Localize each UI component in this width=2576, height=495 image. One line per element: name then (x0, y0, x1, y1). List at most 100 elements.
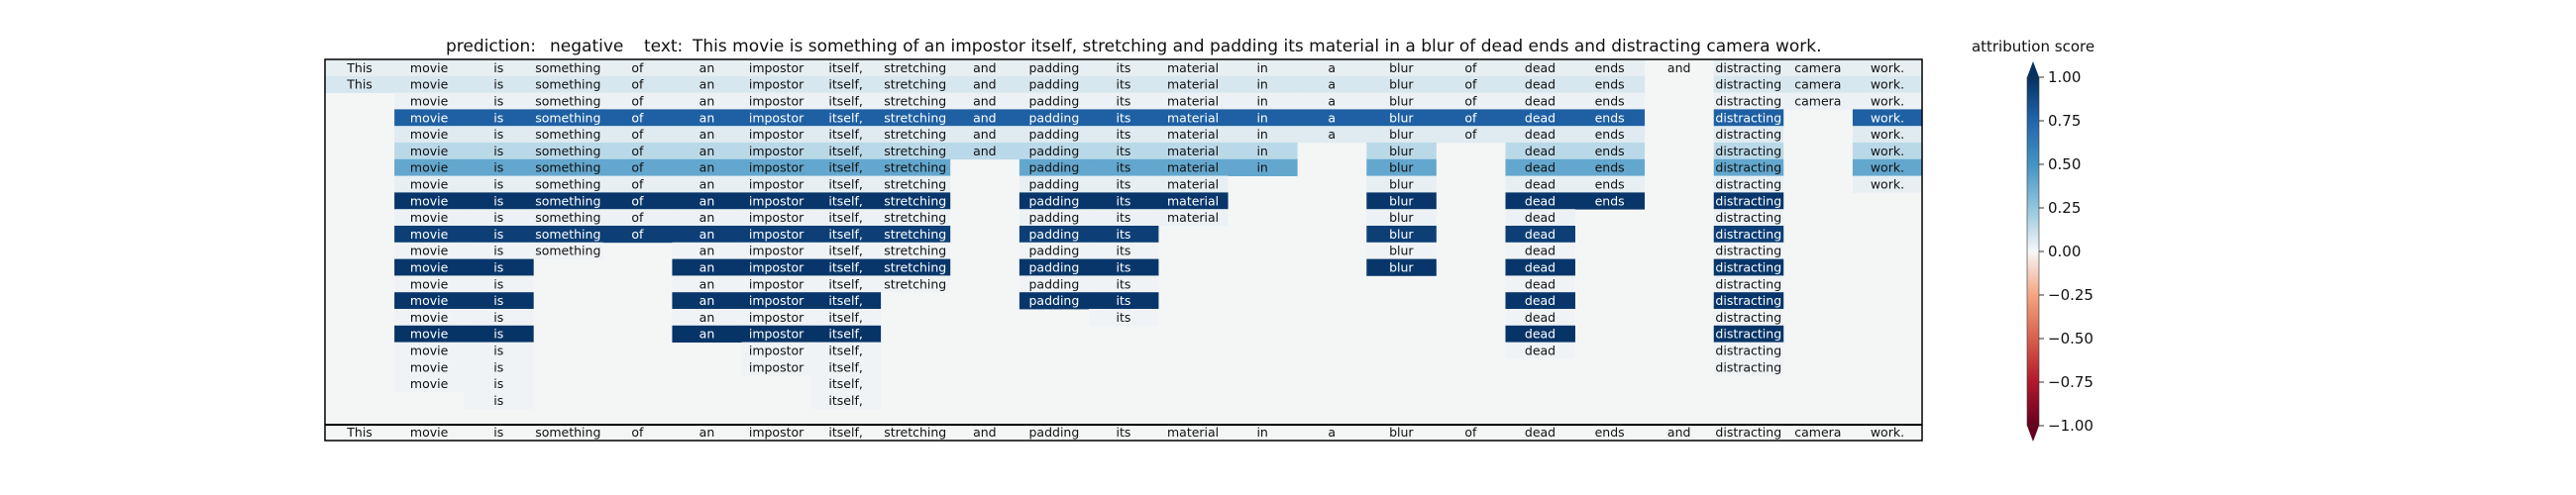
heatmap-cell (1505, 126, 1575, 144)
heatmap-cell-label: distracting (1715, 60, 1781, 75)
colorbar-tick-label: −1.00 (2048, 417, 2093, 435)
heatmap-cell-label: dead (1525, 144, 1556, 158)
heatmap-cell (880, 175, 951, 193)
heatmap-cell (880, 158, 951, 176)
heatmap-cell (1713, 209, 1784, 227)
heatmap-cell (1505, 75, 1575, 93)
heatmap-cell-label: stretching (884, 160, 946, 175)
heatmap-cell (394, 59, 465, 77)
heatmap-cell (1852, 143, 1923, 160)
heatmap-cell (1088, 92, 1159, 110)
heatmap-cell-label: something (535, 227, 600, 242)
heatmap-cell (1228, 75, 1298, 93)
heatmap-cell (1088, 258, 1159, 276)
heatmap-cell-label: is (493, 260, 503, 275)
colorbar-tick-label: 0.25 (2048, 199, 2081, 217)
heatmap-cell-label: impostor (749, 210, 805, 225)
colorbar-tick-label: 0.00 (2048, 243, 2081, 260)
heatmap-cell-label: movie (410, 144, 449, 158)
heatmap-cell (880, 59, 951, 77)
heatmap-cell (1019, 92, 1090, 110)
heatmap-cell (464, 258, 534, 276)
heatmap-cell (533, 92, 603, 110)
heatmap-cell (741, 242, 812, 259)
heatmap-cell (394, 92, 465, 110)
heatmap-cell (1505, 275, 1575, 293)
text-value: This movie is something of an impostor i… (692, 37, 1822, 56)
heatmap-cell-label: blur (1389, 94, 1414, 109)
heatmap-cell (949, 59, 1020, 77)
bottom-token-label: itself, (828, 425, 862, 440)
heatmap-cell (1713, 226, 1784, 244)
heatmap-cell-label: and (973, 144, 997, 158)
heatmap-cell (1366, 175, 1437, 193)
heatmap-cell (464, 192, 534, 210)
heatmap-cell-label: work. (1871, 110, 1904, 125)
heatmap-cell-label: movie (410, 227, 449, 242)
heatmap-cell (602, 226, 673, 244)
heatmap-cell-label: itself, (828, 77, 862, 92)
heatmap-cell-label: itself, (828, 94, 862, 109)
heatmap-cell (1366, 59, 1437, 77)
heatmap-cell (464, 342, 534, 359)
heatmap-cell-label: impostor (749, 160, 805, 175)
heatmap-cell-label: something (535, 193, 600, 208)
heatmap-cell (1366, 126, 1437, 144)
heatmap-cell (880, 226, 951, 244)
heatmap-cell-label: of (1464, 77, 1477, 92)
bottom-token-label: impostor (749, 425, 805, 440)
heatmap-cell (1713, 292, 1784, 310)
heatmap-cell-label: work. (1871, 77, 1904, 92)
heatmap-cell (1852, 158, 1923, 176)
heatmap-cell-label: movie (410, 260, 449, 275)
colorbar-tick-label: −0.50 (2048, 330, 2093, 347)
heatmap-cell-label: is (493, 310, 503, 325)
heatmap-cell-label: stretching (884, 77, 946, 92)
heatmap-cell-label: an (699, 227, 715, 242)
heatmap-cell-label: blur (1389, 244, 1414, 258)
heatmap-cell-label: movie (410, 77, 449, 92)
heatmap-cell-label: its (1117, 227, 1131, 242)
heatmap-cell (1574, 92, 1646, 110)
heatmap-cell-label: dead (1525, 177, 1556, 192)
heatmap-cell-label: padding (1029, 210, 1080, 225)
heatmap-cell (464, 143, 534, 160)
heatmap-cell-label: is (493, 177, 503, 192)
heatmap-cell-label: blur (1389, 160, 1414, 175)
heatmap-cell-label: dead (1525, 244, 1556, 258)
heatmap-cell-label: itself, (828, 260, 862, 275)
heatmap-cell-label: distracting (1715, 160, 1781, 175)
heatmap-cell-label: blur (1389, 77, 1414, 92)
heatmap-cell (533, 209, 603, 227)
heatmap-cell (810, 309, 882, 327)
heatmap-cell-label: ends (1595, 77, 1625, 92)
heatmap-cell (1088, 275, 1159, 293)
bottom-token-label: and (973, 425, 997, 440)
heatmap-cell-label: something (535, 127, 600, 142)
heatmap-cell (810, 275, 882, 293)
heatmap-cell (464, 292, 534, 310)
heatmap-cell (1088, 158, 1159, 176)
heatmap-cell-label: of (1464, 60, 1477, 75)
heatmap-cell-label: of (631, 160, 644, 175)
heatmap-cell-label: padding (1029, 94, 1080, 109)
heatmap-cell (1713, 75, 1784, 93)
heatmap-cell (533, 226, 603, 244)
colorbar-tick-label: −0.25 (2048, 286, 2093, 304)
heatmap-cell (602, 143, 673, 160)
heatmap-cell-label: dead (1525, 77, 1556, 92)
heatmap-cell-label: padding (1029, 160, 1080, 175)
heatmap-cell (741, 158, 812, 176)
heatmap-cell (1158, 59, 1229, 77)
heatmap-cell (672, 292, 742, 310)
heatmap-cell-label: its (1117, 293, 1131, 308)
heatmap-cell (1019, 126, 1090, 144)
heatmap-cell (1366, 158, 1437, 176)
heatmap-cell (464, 158, 534, 176)
heatmap-cell-label: an (699, 177, 715, 192)
heatmap-cell (1228, 92, 1298, 110)
heatmap-cell (394, 175, 465, 193)
heatmap-cell (1297, 109, 1367, 127)
heatmap-cell-label: impostor (749, 177, 805, 192)
heatmap-cell (880, 109, 951, 127)
